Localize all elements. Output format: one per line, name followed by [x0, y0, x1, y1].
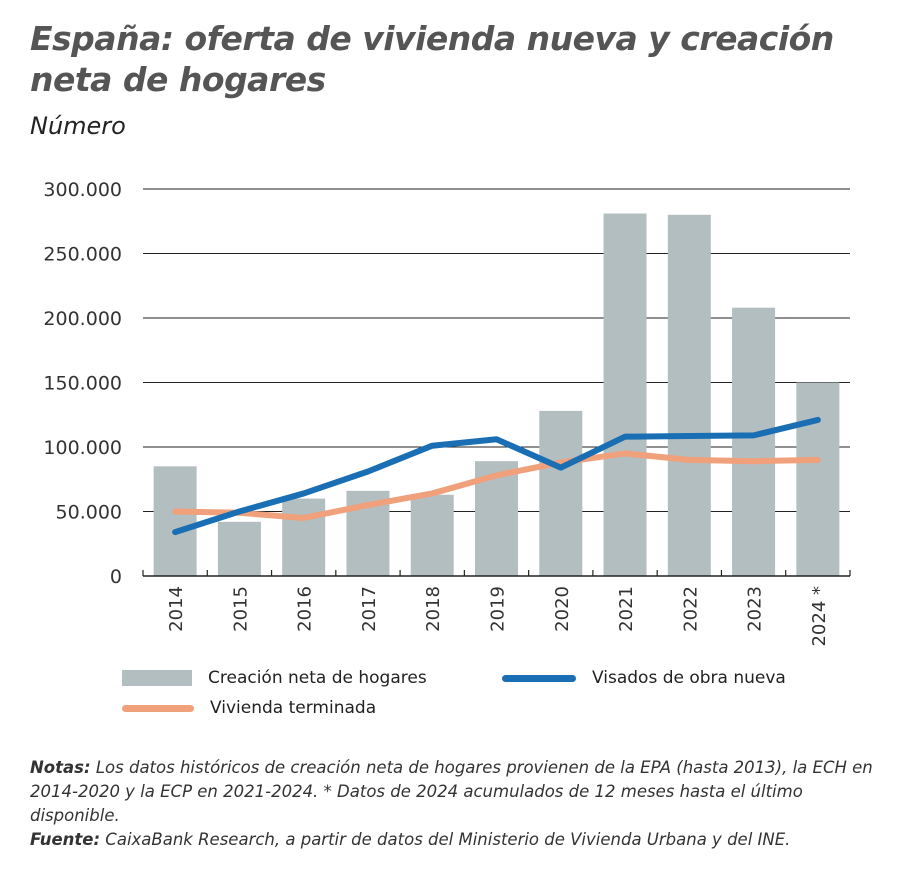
bar: [282, 498, 326, 576]
bar: [410, 494, 454, 576]
y-tick-label: 150.000: [43, 373, 122, 395]
x-tick-label: 2021: [616, 586, 637, 632]
x-tick-label: 2023: [745, 586, 766, 632]
y-tick-label: 100.000: [43, 437, 122, 459]
chart-title: España: oferta de vivienda nueva y creac…: [30, 19, 834, 99]
legend-swatch-bar: [122, 670, 192, 686]
legend-swatch-line: [122, 704, 194, 712]
y-tick-label: 300.000: [43, 179, 122, 201]
chart: 0 50.000 100.000 150.000 200.000 250.000 300.0…: [43, 179, 851, 647]
x-tick-label: 2014: [166, 586, 187, 632]
legend-label: Visados de obra nueva: [592, 668, 786, 688]
line-vivienda-terminada: [172, 450, 821, 521]
x-tick-label: 2016: [295, 586, 316, 632]
bar: [667, 214, 711, 577]
x-tick-label: 2024 *: [809, 586, 830, 647]
x-tick-label: 2020: [552, 586, 573, 632]
bar: [796, 382, 840, 576]
legend-visados: Visados de obra nueva: [502, 668, 786, 688]
y-tick-label: 200.000: [43, 308, 122, 330]
source-text: CaixaBank Research, a partir de datos de…: [100, 830, 791, 849]
legend-terminada: Vivienda terminada: [122, 698, 376, 718]
source-label: Fuente:: [30, 830, 101, 849]
y-tick-label: 250.000: [43, 244, 122, 266]
y-tick-label: 50.000: [56, 502, 122, 524]
bar: [217, 521, 261, 576]
bar: [153, 466, 197, 576]
bar: [603, 213, 647, 576]
chart-subtitle: Número: [30, 112, 126, 140]
bar: [732, 307, 776, 576]
legend-label: Creación neta de hogares: [208, 668, 427, 688]
notes-text: Los datos históricos de creación neta de…: [30, 758, 873, 825]
x-tick-label: 2015: [230, 586, 251, 632]
x-tick-label: 2018: [423, 586, 444, 632]
y-tick-label: 0: [110, 566, 122, 588]
x-tick-label: 2019: [488, 586, 509, 632]
notes-label: Notas:: [30, 758, 91, 777]
bar: [539, 410, 583, 576]
legend-label: Vivienda terminada: [210, 698, 377, 718]
notes: Notas: Los datos históricos de creación …: [30, 756, 880, 852]
legend-swatch-line: [502, 674, 576, 682]
line-visados: [172, 416, 821, 536]
legend-hogares: Creación neta de hogares: [122, 668, 427, 688]
x-tick-label: 2017: [359, 586, 380, 632]
x-tick-label: 2022: [680, 586, 701, 632]
